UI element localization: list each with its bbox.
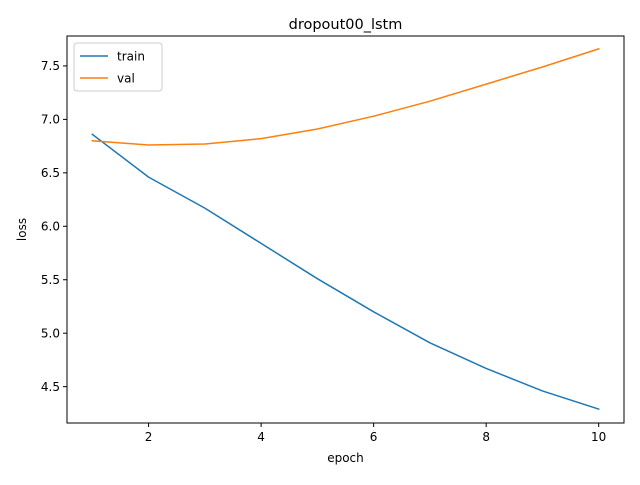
plot-frame [66,35,625,424]
y-tick-label: 7.0 [41,113,60,127]
y-tick-label: 4.5 [41,380,60,394]
x-tick-label: 4 [257,430,265,444]
x-tick-label: 8 [482,430,490,444]
series-layer [91,47,600,411]
y-tick-label: 6.0 [41,220,60,234]
y-tick-label: 6.5 [41,166,60,180]
y-tick-label: 7.5 [41,59,60,73]
series-line-val [91,47,600,146]
legend-label-val: val [117,72,135,86]
legend: train val [73,42,163,92]
y-tick-label: 5.0 [41,326,60,340]
y-tick-label: 5.5 [41,273,60,287]
y-axis-label: loss [15,218,29,241]
x-axis: 2 4 6 8 10 [145,423,606,444]
series-line-train [91,133,600,411]
legend-label-train: train [117,50,145,64]
x-axis-label: epoch [327,451,364,465]
x-tick-label: 2 [145,430,153,444]
legend-box [73,42,163,92]
y-axis: 4.5 5.0 5.5 6.0 6.5 7.0 7.5 [41,59,67,394]
x-tick-label: 10 [591,430,606,444]
x-tick-label: 6 [370,430,378,444]
chart-title: dropout00_lstm [289,17,403,33]
